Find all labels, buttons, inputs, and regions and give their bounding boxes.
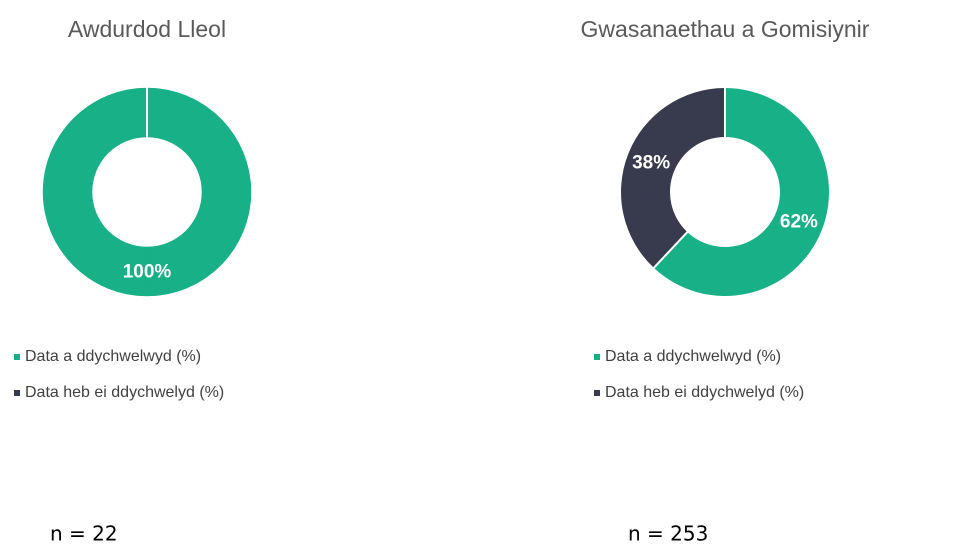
legend-swatch	[14, 354, 20, 360]
slice-separator	[652, 230, 689, 270]
value-label: 100%	[123, 262, 172, 283]
sample-size: n = 253	[628, 522, 708, 546]
legend-label: Data a ddychwelwyd (%)	[605, 348, 781, 365]
legend-label: Data a ddychwelwyd (%)	[25, 348, 201, 365]
donut-slice	[621, 88, 725, 268]
legend-label: Data heb ei ddychwelyd (%)	[605, 384, 804, 401]
legend-swatch	[594, 390, 600, 396]
value-label: 62%	[780, 211, 818, 232]
donut-slice	[653, 88, 830, 296]
legend-label: Data heb ei ddychwelyd (%)	[25, 384, 224, 401]
value-label: 38%	[632, 153, 670, 174]
chart-title: Awdurdod Lleol	[68, 16, 226, 42]
legend-swatch	[594, 354, 600, 360]
donut-slice	[42, 87, 252, 297]
sample-size: n = 22	[50, 522, 118, 546]
chart-title: Gwasanaethau a Gomisiynir	[581, 16, 870, 42]
legend-swatch	[14, 390, 20, 396]
